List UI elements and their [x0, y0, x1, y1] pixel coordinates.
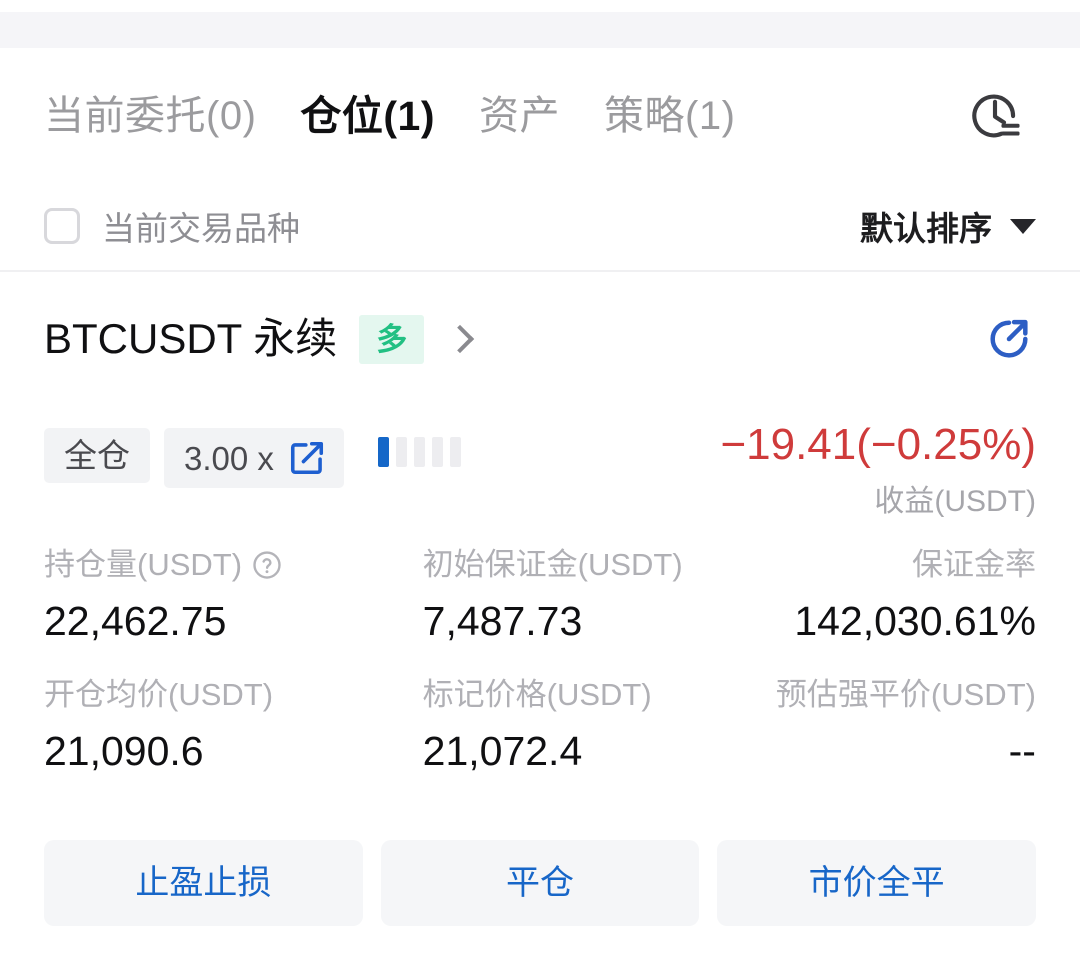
tab-positions[interactable]: 仓位(1) [300, 92, 435, 139]
risk-bar-1 [377, 437, 389, 467]
stat-label: 保证金率 [911, 547, 1036, 582]
stat-value: 21,090.6 [44, 728, 204, 775]
position-stats: 持仓量(USDT) 22,462.75 初始保证金(USDT) 7,487.73… [0, 546, 1080, 807]
position-side-badge: 多 [359, 314, 425, 364]
risk-bar-3 [413, 437, 425, 467]
status-band [0, 12, 1080, 48]
pnl-label: 收益(USDT) [874, 485, 1036, 519]
stat-value: 7,487.73 [422, 598, 583, 645]
current-symbol-checkbox[interactable] [44, 208, 80, 244]
stat-position-size: 持仓量(USDT) 22,462.75 [44, 546, 375, 644]
stats-row-1: 持仓量(USDT) 22,462.75 初始保证金(USDT) 7,487.73… [44, 546, 1036, 644]
filter-row: 当前交易品种 默认排序 [0, 182, 1080, 272]
clock-history-icon[interactable] [964, 85, 1026, 147]
sort-selector-label[interactable]: 默认排序 [860, 210, 992, 247]
stat-entry-price: 开仓均价(USDT) 21,090.6 [44, 676, 375, 774]
risk-bar-2 [395, 437, 407, 467]
leverage-chip[interactable]: 3.00 x [164, 428, 344, 488]
leverage-value: 3.00 x [184, 439, 274, 477]
stat-margin-ratio: 保证金率 142,030.61% [705, 546, 1036, 644]
stat-value: 142,030.61% [794, 598, 1036, 645]
stat-label-text: 持仓量(USDT) [44, 547, 243, 582]
take-profit-stop-loss-button[interactable]: 止盈止损 [44, 840, 363, 926]
pnl-value: −19.41(−0.25%) [720, 420, 1036, 469]
help-circle-icon[interactable] [252, 550, 282, 580]
tab-open-orders[interactable]: 当前委托(0) [44, 94, 257, 138]
stat-label: 标记价格(USDT) [422, 677, 652, 713]
stat-label: 预估强平价(USDT) [775, 677, 1036, 713]
symbol-row[interactable]: BTCUSDT 永续 多 [0, 296, 1080, 382]
stat-mark-price: 标记价格(USDT) 21,072.4 [375, 676, 706, 774]
current-symbol-label[interactable]: 当前交易品种 [102, 210, 300, 247]
close-position-button[interactable]: 平仓 [380, 840, 700, 926]
stat-label: 持仓量(USDT) [44, 546, 375, 583]
market-close-all-button[interactable]: 市价全平 [717, 840, 1037, 926]
margin-mode-chip[interactable]: 全仓 [44, 428, 150, 483]
stat-value: -- [1008, 728, 1036, 775]
stat-liquidation-price: 预估强平价(USDT) -- [705, 676, 1036, 774]
stat-label: 初始保证金(USDT) [422, 547, 683, 582]
tab-assets[interactable]: 资产 [479, 94, 560, 138]
chevron-right-icon[interactable] [446, 324, 475, 354]
stat-value: 22,462.75 [44, 598, 227, 645]
tab-bar: 当前委托(0) 仓位(1) 资产 策略(1) [0, 60, 1080, 172]
position-actions: 止盈止损 平仓 市价全平 [44, 840, 1037, 926]
tab-strategy[interactable]: 策略(1) [604, 94, 736, 138]
stat-initial-margin: 初始保证金(USDT) 7,487.73 [375, 546, 706, 644]
leverage-pnl-row: 全仓 3.00 x −19.41(−0.25%) 收益(USDT) [0, 421, 1080, 520]
chevron-down-icon[interactable] [1010, 218, 1036, 234]
risk-bar-5 [449, 437, 461, 467]
risk-level-indicator [377, 437, 461, 467]
edit-square-icon[interactable] [288, 439, 326, 477]
symbol-label[interactable]: BTCUSDT 永续 [44, 315, 338, 362]
stat-label: 开仓均价(USDT) [44, 677, 274, 713]
stat-value: 21,072.4 [422, 728, 583, 775]
risk-bar-4 [431, 437, 443, 467]
refresh-share-icon[interactable] [982, 312, 1036, 366]
stats-row-2: 开仓均价(USDT) 21,090.6 标记价格(USDT) 21,072.4 … [44, 676, 1036, 774]
pnl-block: −19.41(−0.25%) 收益(USDT) [720, 420, 1036, 520]
